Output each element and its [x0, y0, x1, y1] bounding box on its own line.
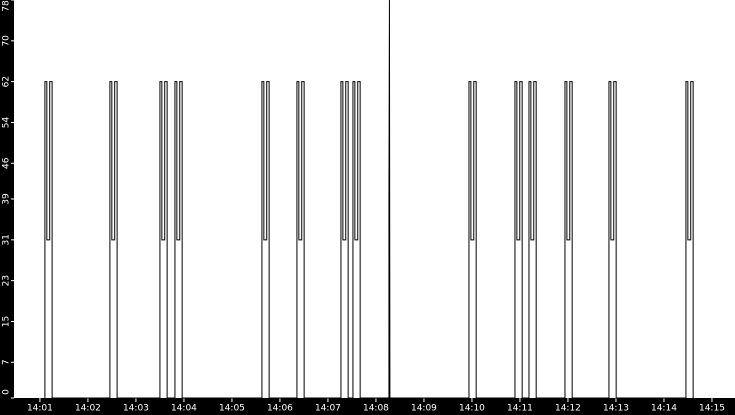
x-tick-label: 14:08 [363, 404, 389, 414]
x-tick-label: 14:06 [267, 404, 293, 414]
y-tick-label: 70 [2, 35, 12, 47]
y-tick-label: 78 [2, 0, 12, 12]
y-tick-label: 62 [2, 76, 12, 87]
y-tick-label: 46 [2, 157, 12, 169]
x-tick-label: 14:03 [123, 404, 149, 414]
y-tick-label: 0 [2, 389, 12, 395]
x-tick-label: 14:05 [219, 404, 245, 414]
data-line [44, 0, 694, 399]
x-tick-label: 14:07 [315, 404, 341, 414]
y-tick-label: 31 [2, 234, 12, 245]
x-tick-label: 14:15 [699, 404, 725, 414]
x-tick-label: 14:10 [459, 404, 485, 414]
x-tick-label: 14:14 [651, 404, 677, 414]
x-tick-label: 14:02 [75, 404, 101, 414]
y-axis-strip [0, 0, 14, 415]
x-tick-label: 14:13 [603, 404, 629, 414]
y-tick-label: 7 [2, 359, 12, 365]
x-tick-label: 14:12 [555, 404, 581, 414]
y-tick-label: 23 [2, 275, 12, 286]
x-tick-label: 14:01 [27, 404, 53, 414]
x-axis-strip [0, 398, 735, 415]
x-tick-label: 14:09 [411, 404, 437, 414]
y-tick-label: 54 [2, 116, 12, 128]
y-tick-label: 15 [2, 316, 12, 327]
x-tick-label: 14:11 [507, 404, 533, 414]
x-tick-label: 14:04 [171, 404, 197, 414]
y-tick-label: 39 [2, 193, 12, 205]
